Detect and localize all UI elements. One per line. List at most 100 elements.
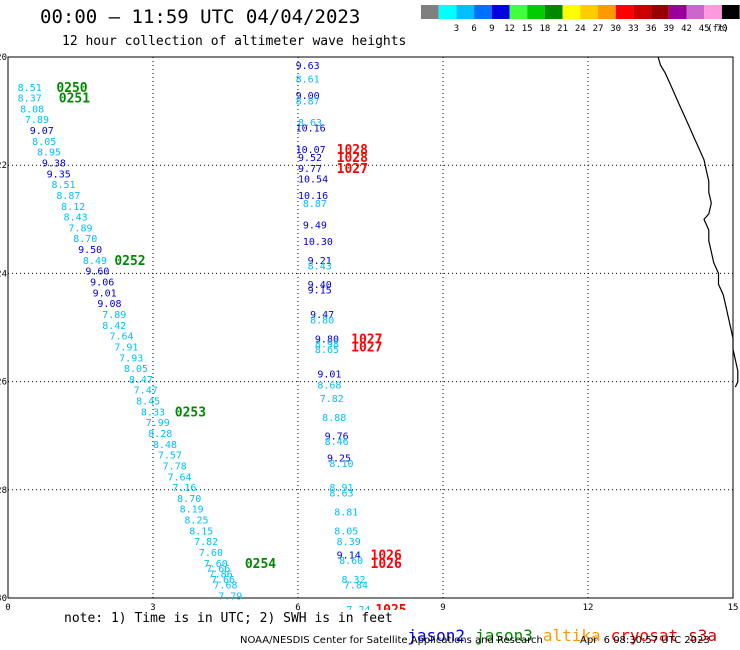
wave-height-label: 10.54 (298, 175, 328, 186)
wave-height-label: 9.06 (90, 278, 114, 289)
pass-id-label: 1028 (337, 151, 368, 166)
wave-height-label: 7.68 (213, 580, 237, 591)
y-tick-label: -30 (0, 594, 7, 604)
wave-height-label: 7.89 (68, 223, 92, 234)
wave-height-label: 7.91 (114, 342, 138, 353)
legend-swatch (474, 5, 492, 19)
wave-height-label: 8.81 (334, 507, 358, 518)
wave-height-label: 7.24 (346, 605, 370, 610)
map-subtitle: 12 hour collection of altimeter wave hei… (62, 34, 407, 49)
legend-swatch (527, 5, 545, 19)
pass-id-label: 1027 (351, 340, 382, 355)
wave-height-label: 8.10 (329, 459, 353, 470)
wave-height-label: 8.91 (329, 483, 353, 494)
wave-height-label: 7.64 (168, 472, 192, 483)
wave-height-label: 8.70 (73, 234, 97, 245)
legend-unit: (ft) (707, 24, 729, 34)
wave-height-label: 8.47 (129, 375, 153, 386)
map-title: 00:00 – 11:59 UTC 04/04/2023 (40, 6, 361, 28)
wave-height-label: 7.64 (110, 332, 134, 343)
satellite-jason3: jason3 (475, 626, 533, 645)
wave-height-label: 8.05 (32, 137, 56, 148)
wave-height-label: 10.30 (303, 237, 333, 248)
map-frame (7, 56, 734, 599)
wave-height-label: 7.66 (211, 575, 235, 586)
wave-height-label: 7.82 (194, 537, 218, 548)
legend-label: 39 (663, 24, 674, 34)
wave-height-label: 8.28 (148, 429, 172, 440)
wave-height-label: 9.08 (97, 299, 121, 310)
wave-height-label: 9.35 (47, 169, 71, 180)
wave-height-label: 7.99 (146, 418, 170, 429)
legend-label: 27 (593, 24, 604, 34)
y-tick-label: -22 (0, 161, 7, 171)
wave-height-label: 7.66 (206, 564, 230, 575)
legend-swatch (598, 5, 616, 19)
wave-height-label: 8.43 (308, 261, 332, 272)
wave-height-label: 8.61 (296, 75, 320, 86)
legend-swatch (704, 5, 722, 19)
wave-height-label: 8.32 (342, 575, 366, 586)
wave-height-label: 9.25 (327, 453, 351, 464)
x-tick-label: 3 (150, 603, 155, 610)
wave-height-label: 8.12 (61, 202, 85, 213)
y-tick-label: -28 (0, 486, 7, 496)
wave-height-label: 9.38 (42, 158, 66, 169)
wave-height-label: 9.80 (315, 334, 339, 345)
wave-height-label: 8.88 (322, 413, 346, 424)
satellite-jason2: jason2 (407, 626, 466, 645)
pass-id-label: 1026 (371, 549, 402, 564)
wave-height-label: 7.89 (102, 310, 126, 321)
legend-swatch (544, 5, 563, 19)
altimeter-map: 03691215-20-22-24-26-28-308.518.378.087.… (0, 53, 738, 610)
wave-height-label: 8.95 (37, 148, 61, 159)
legend-swatch (721, 5, 740, 19)
legend-swatch (580, 5, 598, 19)
wave-height-label: 8.80 (310, 315, 334, 326)
wave-height-label: 9.77 (298, 164, 322, 175)
wave-height-label: 8.43 (64, 213, 88, 224)
credit-timestamp: Apr 6 08:30:57 UTC 2023 (580, 635, 710, 646)
wave-height-label: 9.49 (303, 221, 327, 232)
wave-height-label: 9.01 (317, 369, 341, 380)
legend-label: 9 (489, 24, 494, 34)
satellite-cryosat: cryosat (610, 626, 679, 645)
wave-height-label: 8.60 (339, 556, 363, 567)
wave-height-label: 8.63 (329, 489, 353, 500)
wave-height-label: 8.25 (184, 516, 208, 527)
legend-label: 36 (646, 24, 657, 34)
legend-swatch (651, 5, 669, 19)
wave-height-label: 8.48 (153, 440, 177, 451)
legend-label: 30 (610, 24, 621, 34)
y-tick-label: -24 (0, 269, 7, 279)
wave-height-label: 8.87 (303, 199, 327, 210)
wave-height-label: 9.63 (296, 61, 320, 72)
legend-label: 33 (628, 24, 639, 34)
satellite-s3a: s3a (688, 626, 717, 645)
wave-height-label: 7.93 (119, 353, 143, 364)
legend-swatch (686, 5, 705, 19)
pass-id-label: 1027 (337, 162, 368, 177)
wave-height-label: 9.01 (93, 288, 117, 299)
x-tick-label: 12 (583, 603, 594, 610)
wave-height-label: 8.05 (334, 526, 358, 537)
wave-height-label: 8.08 (20, 104, 44, 115)
pass-id-label: 0253 (175, 405, 206, 420)
wave-height-label: 8.33 (141, 407, 165, 418)
wave-height-label: 7.57 (158, 451, 182, 462)
footnote: note: 1) Time is in UTC; 2) SWH is in fe… (64, 611, 393, 626)
wave-height-label: 8.68 (317, 380, 341, 391)
wave-height-label: 9.50 (78, 245, 102, 256)
wave-height-label: 9.52 (298, 153, 322, 164)
wave-height-label: 7.79 (218, 591, 242, 602)
wave-height-label: 9.76 (325, 432, 349, 443)
wave-height-label: 7.78 (163, 461, 187, 472)
satellite-altika: altika (542, 626, 601, 645)
wave-height-label: 8.51 (52, 180, 76, 191)
wave-height-label: 8.05 (124, 364, 148, 375)
wave-height-label: 8.15 (189, 526, 213, 537)
color-legend: 3 6 9 12 15 18 21 24 27 30 33 36 39 42 45 70(ft) (421, 5, 740, 34)
wave-height-label: 10.07 (296, 145, 326, 156)
y-tick-label: -26 (0, 378, 7, 388)
